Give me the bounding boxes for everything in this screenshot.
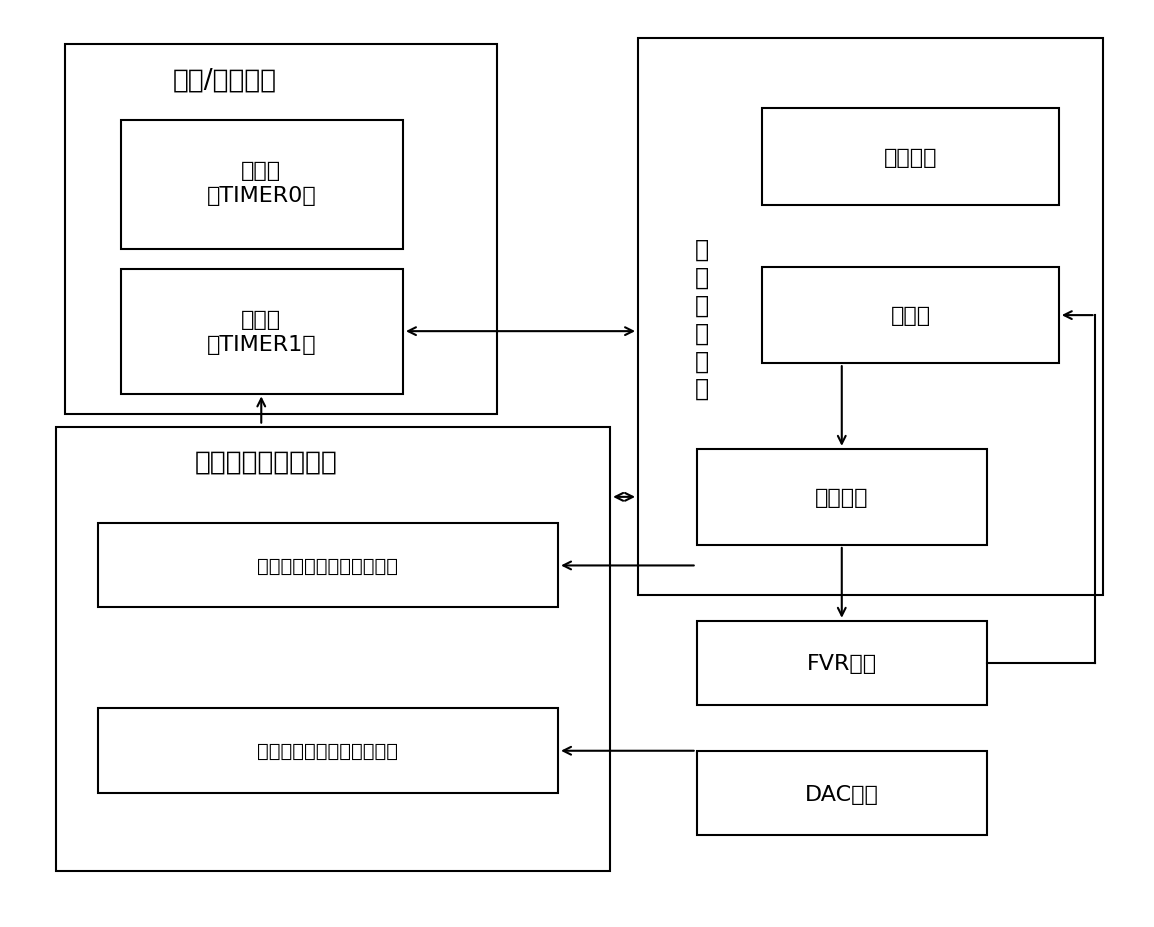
Text: DAC模块: DAC模块 bbox=[804, 783, 878, 804]
Bar bbox=[57, 428, 610, 871]
Bar bbox=[697, 621, 987, 705]
Bar bbox=[762, 268, 1059, 363]
Bar bbox=[762, 109, 1059, 206]
Bar bbox=[120, 121, 403, 250]
Text: 寄存器: 寄存器 bbox=[891, 306, 930, 325]
Text: 定时器
（TIMER0）: 定时器 （TIMER0） bbox=[207, 160, 316, 206]
Text: 传感电容: 传感电容 bbox=[815, 488, 869, 507]
Text: 中
央
控
制
单
元: 中 央 控 制 单 元 bbox=[695, 238, 710, 400]
Text: 电容触摸传感振荡器: 电容触摸传感振荡器 bbox=[195, 449, 338, 475]
Text: FVR模块: FVR模块 bbox=[807, 654, 877, 674]
Text: 高功耗电容触摸传感振荡器: 高功耗电容触摸传感振荡器 bbox=[257, 742, 398, 760]
Bar bbox=[697, 450, 987, 545]
Bar bbox=[697, 751, 987, 835]
Bar bbox=[65, 45, 497, 414]
Text: 处理模块: 处理模块 bbox=[884, 147, 937, 168]
Text: 计数器
（TIMER1）: 计数器 （TIMER1） bbox=[207, 310, 316, 354]
Bar bbox=[120, 270, 403, 394]
Bar bbox=[98, 523, 559, 608]
Bar bbox=[98, 708, 559, 793]
Text: 定时/计数模块: 定时/计数模块 bbox=[173, 68, 277, 94]
Text: 低功耗电容触摸传感振荡器: 低功耗电容触摸传感振荡器 bbox=[257, 556, 398, 576]
Bar bbox=[638, 39, 1103, 595]
